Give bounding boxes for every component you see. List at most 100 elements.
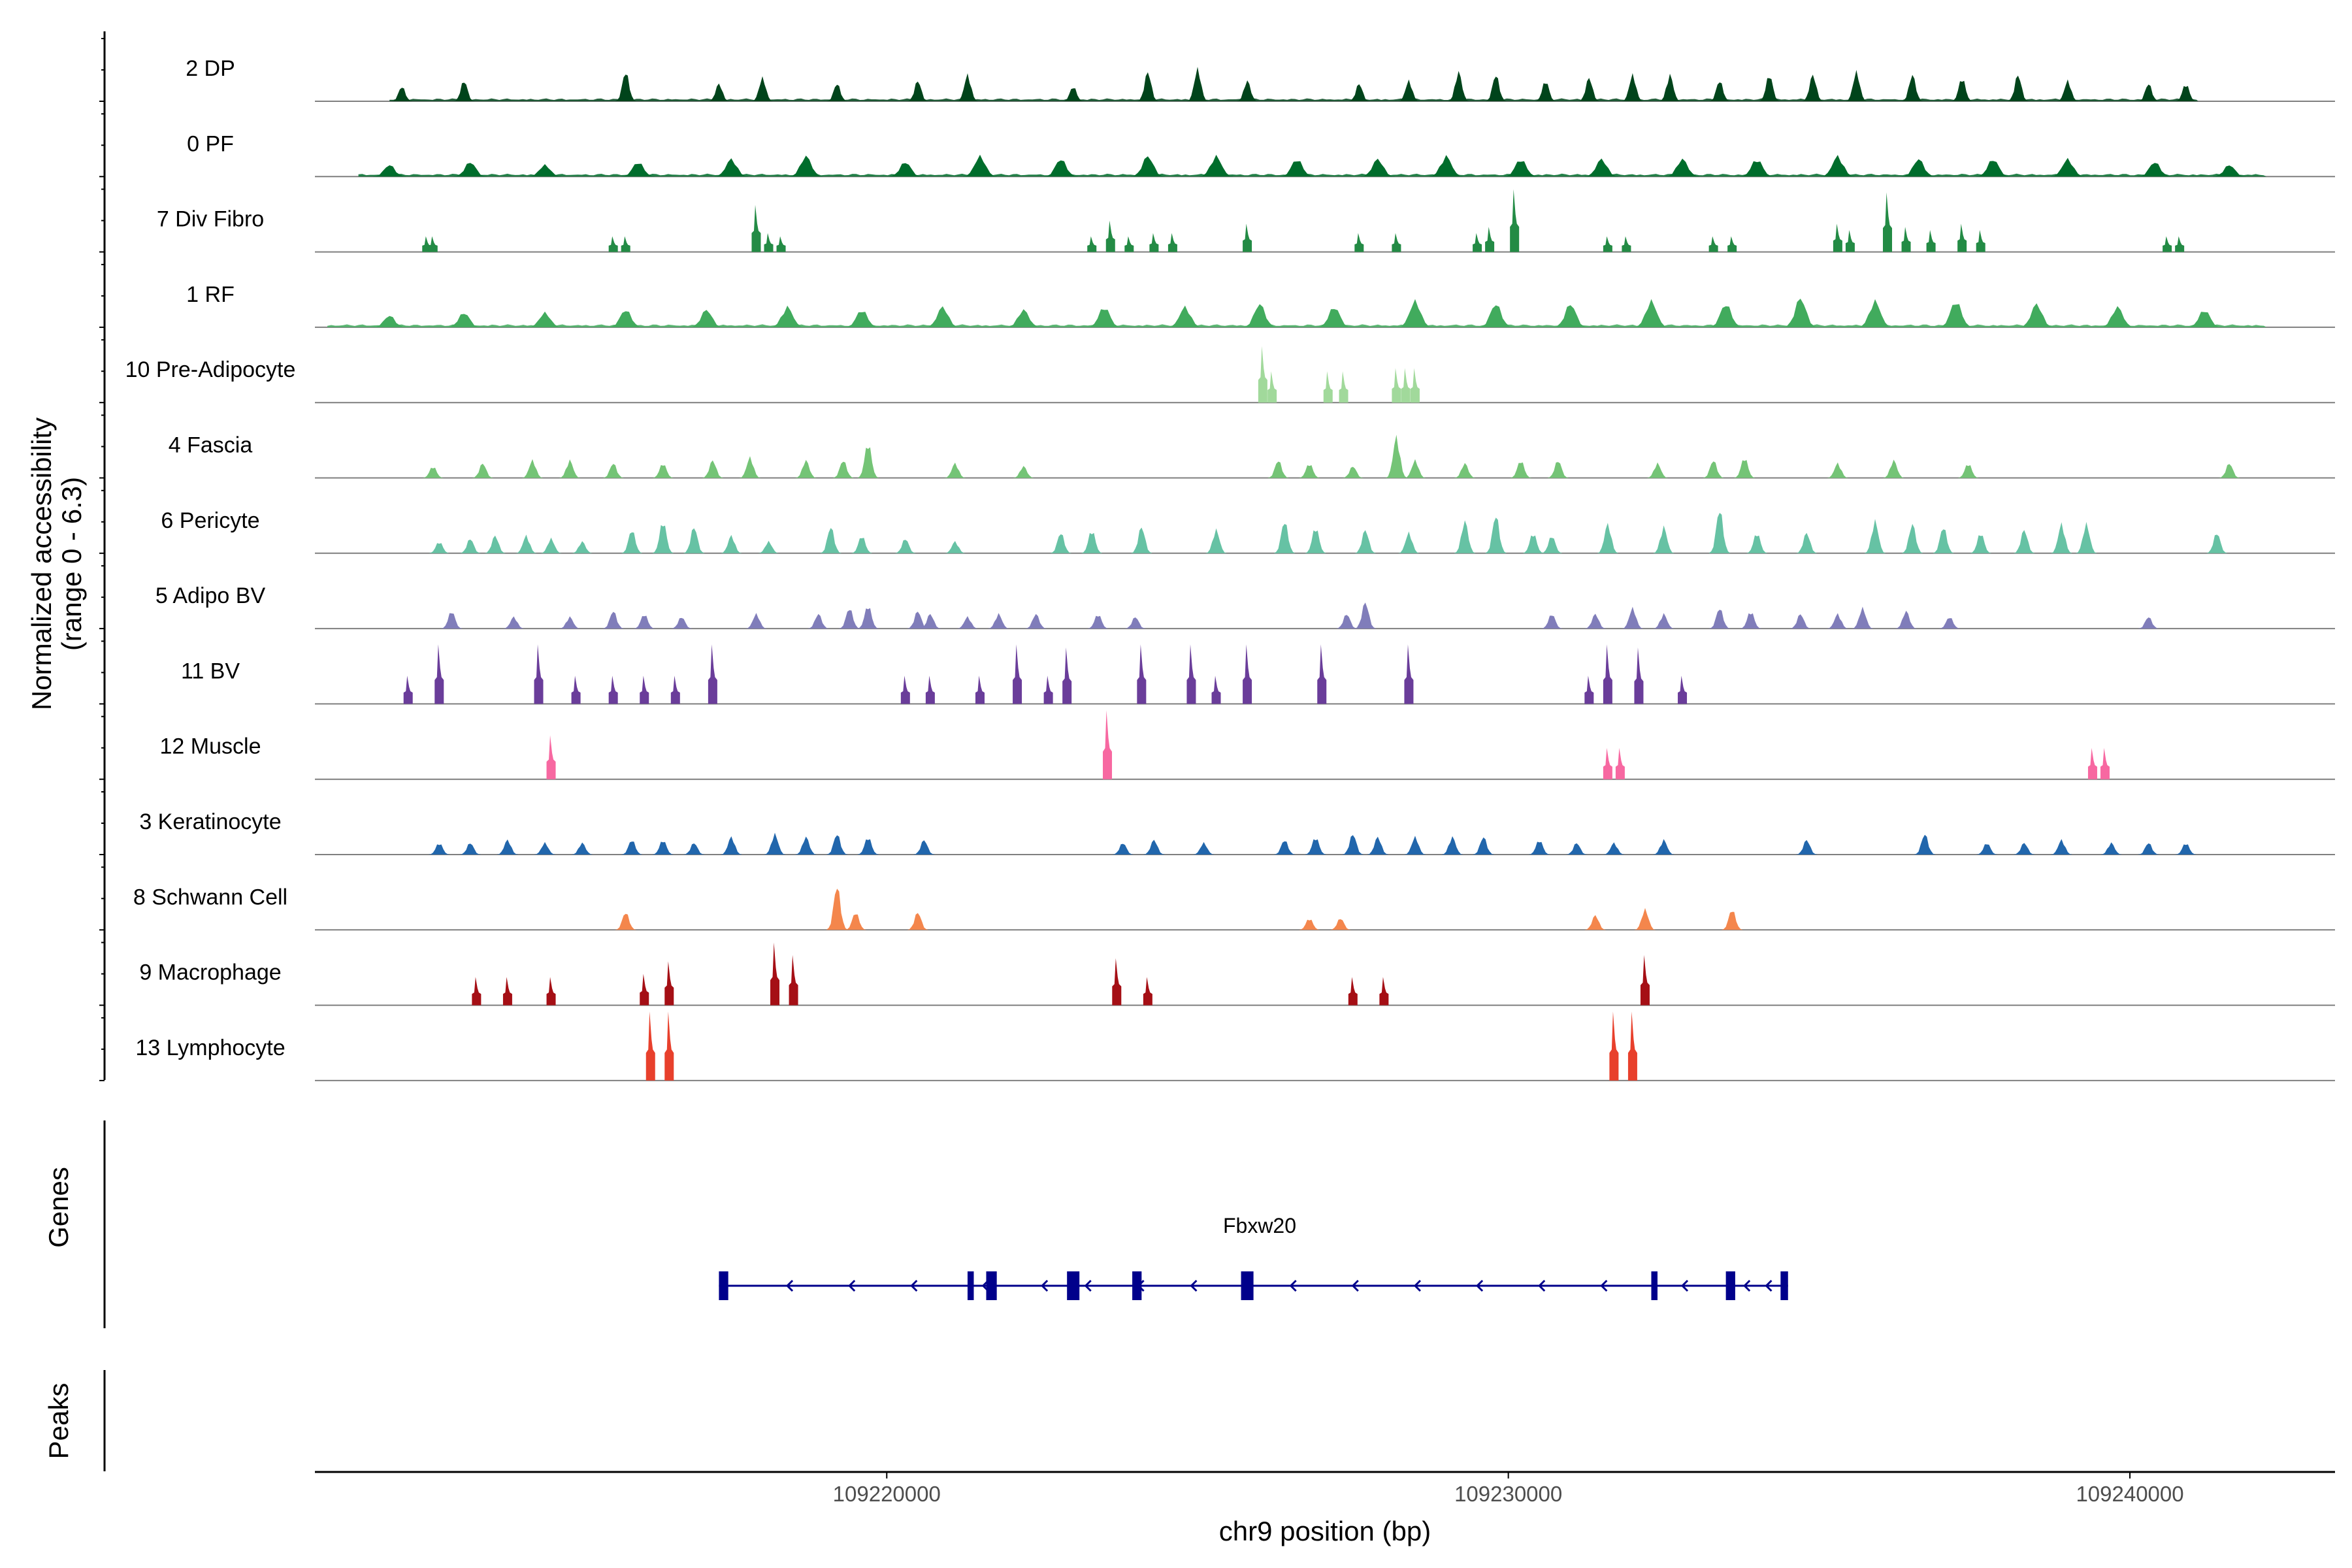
coverage-peak	[826, 84, 848, 101]
coverage-peak	[1243, 644, 1252, 704]
coverage-peak	[764, 832, 786, 855]
coverage-peak	[534, 644, 544, 704]
coverage-peak	[683, 528, 705, 553]
coverage-peak	[1883, 459, 1904, 478]
coverage-peak	[1062, 88, 1084, 101]
coverage-peak	[1330, 919, 1351, 930]
coverage-peak	[1522, 535, 1544, 553]
coverage-peak	[422, 467, 444, 478]
coverage-peak	[1622, 73, 1643, 101]
coverage-peak	[808, 613, 829, 629]
coverage-peak	[1510, 462, 1531, 478]
coverage-peak	[708, 83, 730, 101]
coverage-peak	[820, 528, 841, 553]
coverage-peak	[975, 676, 985, 704]
track-8-schwann-cell: 8 Schwann Cell	[133, 885, 2335, 931]
coverage-peak	[441, 613, 463, 629]
track-label: 1 RF	[186, 282, 235, 307]
track-1-rf: 1 RF	[186, 282, 2335, 328]
coverage-peak	[826, 889, 848, 930]
peaks-panel-label: Peaks	[43, 1383, 74, 1460]
coverage-peak	[621, 236, 630, 252]
coverage-peak	[1006, 309, 1041, 327]
coverage-peak	[1379, 977, 1389, 1005]
coverage-peak	[429, 844, 450, 855]
coverage-peak	[1746, 535, 1768, 553]
track-4-fascia: 4 Fascia	[169, 433, 2335, 479]
coverage-peak	[1267, 461, 1289, 478]
coverage-peak	[894, 540, 916, 553]
coverage-peak	[1199, 154, 1233, 177]
strand-arrow	[1680, 1279, 1689, 1292]
coverage-peak	[640, 973, 649, 1005]
coverage-peak	[751, 204, 761, 252]
coverage-peak	[608, 311, 643, 327]
strand-arrow	[1084, 1279, 1092, 1292]
coverage-peak	[453, 82, 475, 101]
coverage-peak	[670, 676, 680, 704]
coverage-peak	[534, 841, 556, 855]
coverage-peak	[857, 839, 879, 855]
coverage-peak	[1727, 236, 1737, 252]
coverage-peak	[1186, 644, 1196, 704]
coverage-background	[358, 173, 2267, 177]
coverage-peak	[2076, 521, 2097, 553]
coverage-peak	[1087, 236, 1097, 252]
coverage-peak	[1864, 519, 1886, 553]
x-tick-label: 109240000	[2076, 1482, 2183, 1506]
coverage-peak	[1454, 520, 1476, 553]
track-9-macrophage: 9 Macrophage	[139, 942, 2335, 1006]
coverage-peak	[2175, 86, 2197, 101]
strand-arrow	[1538, 1279, 1546, 1292]
coverage-peak	[1103, 710, 1113, 779]
coverage-peak	[1274, 524, 1296, 553]
coverage-peak	[1143, 840, 1165, 855]
coverage-peak	[372, 165, 407, 177]
coverage-peak	[1547, 462, 1569, 478]
coverage-peak	[1541, 615, 1563, 629]
coverage-background	[389, 98, 2198, 101]
coverage-peak	[1852, 606, 1873, 629]
coverage-peak	[1653, 613, 1674, 629]
gene-exon	[967, 1271, 974, 1300]
coverage-peak	[845, 312, 879, 327]
coverage-peak	[1796, 840, 1818, 855]
coverage-peak	[403, 676, 413, 704]
coverage-peak	[925, 306, 960, 327]
coverage-peak	[1354, 530, 1376, 553]
coverage-peak	[770, 305, 805, 327]
coverage-peak	[1827, 462, 1848, 478]
strand-arrow	[785, 1279, 794, 1292]
coverage-peak	[1584, 915, 1606, 930]
gene-exon	[1067, 1271, 1080, 1300]
track-label: 10 Pre-Adipocyte	[125, 357, 296, 382]
coverage-peak	[1317, 309, 1352, 327]
coverage-peak	[776, 236, 786, 252]
coverage-peak	[640, 676, 649, 704]
coverage-peak	[839, 610, 860, 629]
coverage-peak	[459, 539, 481, 553]
coverage-peak	[1603, 747, 1612, 779]
track-2-dp: 2 DP	[186, 56, 2335, 102]
coverage-peak	[1615, 747, 1625, 779]
coverage-peak	[1883, 192, 1893, 252]
coverage-peak	[1659, 73, 1681, 101]
x-axis: 109220000 109230000 109240000	[315, 1471, 2335, 1506]
coverage-peak	[2019, 303, 2054, 327]
coverage-peak	[708, 644, 717, 704]
coverage-peak	[572, 541, 593, 553]
coverage-peak	[2138, 163, 2172, 177]
coverage-peak	[944, 463, 966, 478]
coverage-peak	[721, 836, 742, 855]
coverage-peak	[1305, 530, 1326, 553]
coverage-peak	[540, 537, 562, 553]
coverage-peak	[2007, 75, 2029, 101]
coverage-peak	[1339, 371, 1348, 403]
coverage-peak	[1448, 71, 1469, 101]
coverage-peak	[1759, 78, 1780, 101]
track-label: 8 Schwann Cell	[133, 885, 287, 909]
coverage-peak	[1442, 836, 1463, 855]
x-axis-title: chr9 position (bp)	[1219, 1516, 1431, 1546]
coverage-peak	[1634, 907, 1656, 930]
coverage-peak	[2163, 236, 2172, 252]
